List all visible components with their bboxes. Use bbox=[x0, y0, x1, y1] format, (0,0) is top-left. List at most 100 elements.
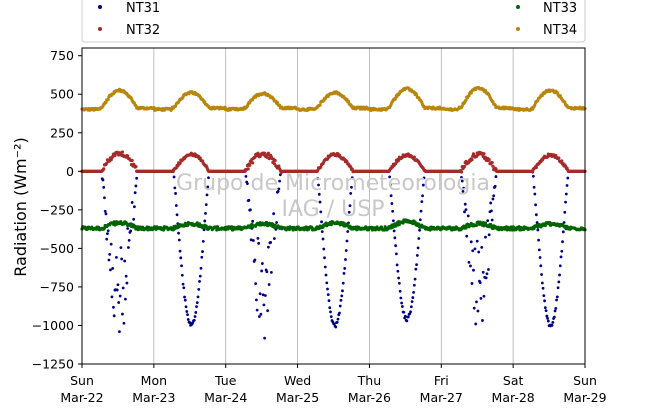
point bbox=[96, 225, 101, 229]
point bbox=[195, 305, 198, 309]
point bbox=[109, 242, 113, 246]
point bbox=[246, 182, 249, 185]
point bbox=[546, 316, 549, 320]
point bbox=[412, 155, 416, 159]
point bbox=[269, 270, 273, 274]
point bbox=[477, 250, 481, 254]
point bbox=[105, 161, 109, 165]
point bbox=[130, 201, 134, 204]
y-tick-label: 750 bbox=[50, 48, 74, 63]
point bbox=[388, 183, 392, 186]
point bbox=[397, 281, 401, 285]
point bbox=[327, 299, 331, 302]
point bbox=[403, 314, 407, 318]
point bbox=[129, 229, 133, 233]
watermark: Grupo de Micrometeorologia IAG / USP bbox=[176, 171, 490, 222]
point bbox=[112, 305, 115, 309]
point bbox=[130, 158, 134, 163]
point bbox=[262, 303, 266, 307]
point bbox=[490, 218, 494, 222]
point bbox=[103, 196, 106, 200]
point bbox=[125, 281, 129, 285]
point bbox=[469, 264, 472, 268]
point bbox=[267, 156, 271, 161]
point bbox=[329, 315, 333, 319]
point bbox=[120, 257, 124, 261]
point bbox=[105, 237, 109, 241]
point bbox=[316, 177, 320, 180]
point bbox=[115, 288, 119, 292]
point bbox=[494, 175, 498, 178]
y-tick-label: −1250 bbox=[32, 357, 74, 372]
point bbox=[552, 315, 556, 319]
point bbox=[175, 213, 179, 217]
point bbox=[414, 267, 418, 271]
point bbox=[482, 294, 486, 298]
point bbox=[564, 200, 567, 204]
point bbox=[461, 189, 465, 193]
point bbox=[119, 246, 123, 250]
point bbox=[127, 238, 131, 242]
x-tick-label-day: Wed bbox=[284, 373, 311, 388]
point bbox=[126, 227, 130, 230]
y-axis-label: Radiation (Wm⁻²) bbox=[11, 137, 30, 276]
point bbox=[413, 220, 417, 224]
plot-area: Grupo de Micrometeorologia IAG / USP bbox=[80, 47, 587, 365]
point bbox=[104, 212, 108, 216]
point bbox=[253, 258, 257, 262]
point bbox=[135, 176, 139, 180]
x-tick-label-date: Mar-27 bbox=[420, 390, 463, 405]
point bbox=[534, 213, 538, 217]
point bbox=[541, 286, 545, 290]
point bbox=[117, 301, 121, 304]
point bbox=[251, 219, 255, 223]
point bbox=[545, 314, 549, 318]
point bbox=[172, 175, 176, 179]
point bbox=[204, 211, 207, 215]
point bbox=[397, 276, 401, 280]
point bbox=[473, 247, 477, 251]
point bbox=[394, 244, 398, 248]
point bbox=[470, 282, 474, 285]
point bbox=[258, 292, 262, 296]
point bbox=[543, 299, 546, 303]
watermark-line-2: IAG / USP bbox=[282, 197, 385, 222]
point bbox=[181, 282, 185, 286]
point bbox=[186, 318, 190, 321]
y-tick-label: −250 bbox=[40, 202, 74, 217]
x-tick-label-day: Sat bbox=[503, 373, 524, 388]
point bbox=[106, 229, 110, 233]
point bbox=[178, 249, 182, 253]
point bbox=[415, 263, 418, 267]
point bbox=[350, 167, 354, 171]
point bbox=[405, 319, 409, 323]
series-nt32 bbox=[80, 150, 587, 175]
point bbox=[543, 306, 547, 310]
point bbox=[257, 241, 261, 245]
point bbox=[193, 315, 197, 318]
point bbox=[531, 174, 535, 178]
x-tick-label-date: Mar-24 bbox=[204, 390, 247, 405]
point bbox=[326, 287, 329, 291]
point bbox=[472, 268, 475, 272]
point bbox=[421, 183, 425, 187]
point bbox=[395, 263, 399, 267]
point bbox=[192, 318, 196, 322]
point bbox=[184, 305, 188, 309]
point bbox=[563, 210, 567, 214]
point bbox=[320, 220, 323, 224]
point bbox=[558, 273, 561, 277]
point bbox=[204, 203, 208, 207]
point bbox=[174, 204, 178, 207]
point bbox=[263, 336, 267, 340]
point bbox=[195, 301, 199, 305]
point bbox=[537, 238, 540, 242]
point bbox=[546, 319, 550, 323]
point bbox=[203, 219, 207, 223]
point bbox=[182, 286, 186, 290]
point bbox=[103, 209, 107, 213]
y-tick-label: −1000 bbox=[32, 318, 74, 333]
point bbox=[177, 238, 181, 242]
point bbox=[566, 176, 570, 180]
point bbox=[415, 254, 419, 257]
